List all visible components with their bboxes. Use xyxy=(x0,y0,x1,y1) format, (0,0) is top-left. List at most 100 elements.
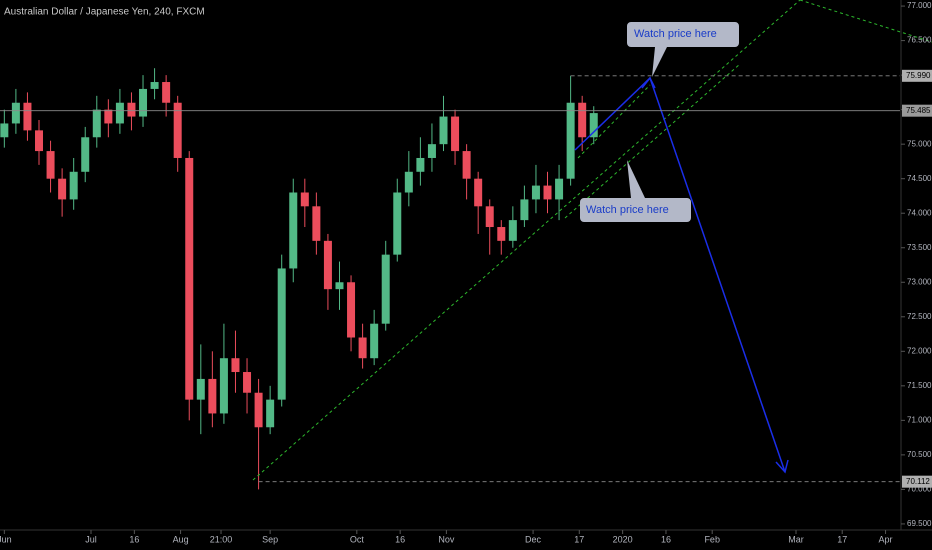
y-tick-label: 73.500 xyxy=(907,243,932,252)
x-tick-label: 16 xyxy=(129,534,139,544)
price-label-bg xyxy=(902,104,932,117)
candle-body xyxy=(312,206,321,241)
x-tick-label: 16 xyxy=(661,534,671,544)
chart-title: Australian Dollar / Japanese Yen, 240, F… xyxy=(4,7,205,18)
arrow-head xyxy=(641,76,656,89)
candle-body xyxy=(323,240,332,290)
y-tick-label: 77.000 xyxy=(907,1,932,10)
candle-body xyxy=(555,178,564,200)
y-tick-label: 74.500 xyxy=(907,174,932,183)
y-tick-label: 73.000 xyxy=(907,277,932,286)
candle-body xyxy=(531,185,540,200)
x-tick-label: Jun xyxy=(0,534,12,544)
candle-body xyxy=(520,199,529,221)
trend-line xyxy=(564,63,741,219)
x-tick-label: Nov xyxy=(438,534,455,544)
y-tick-label: 71.000 xyxy=(907,415,932,424)
y-tick-label: 70.500 xyxy=(907,450,932,459)
candle-body xyxy=(219,358,228,414)
candle-body xyxy=(243,372,252,393)
annotation: Watch price here xyxy=(634,28,717,40)
candle-body xyxy=(289,192,298,269)
trend-line xyxy=(252,0,801,481)
plot xyxy=(0,68,598,490)
candle-body xyxy=(69,171,78,200)
candle-body xyxy=(127,102,136,117)
candle-body xyxy=(23,102,32,131)
candle-body xyxy=(300,192,309,207)
candle-body xyxy=(439,116,448,145)
x-tick-label: 17 xyxy=(574,534,584,544)
candle-body xyxy=(162,82,171,103)
candle-body xyxy=(11,102,20,124)
price-label: 70.112 xyxy=(906,477,930,486)
price-label-bg xyxy=(902,475,932,488)
y-tick-label: 72.000 xyxy=(907,346,932,355)
candle-body xyxy=(92,109,101,138)
callout xyxy=(580,160,691,222)
candle-body xyxy=(58,178,67,200)
candle-body xyxy=(462,151,471,179)
trend-line xyxy=(577,84,651,159)
candle-body xyxy=(35,130,44,152)
x-tick-label: Jul xyxy=(85,534,97,544)
candle-body xyxy=(277,268,286,400)
x-tick-label: Aug xyxy=(173,534,189,544)
callout xyxy=(627,22,739,77)
price-label: 75.485 xyxy=(906,106,931,115)
x-tick-label: 2020 xyxy=(613,534,633,544)
candle-body xyxy=(173,102,182,158)
candle-body xyxy=(370,323,379,359)
arrow-head xyxy=(775,459,789,474)
candle-body xyxy=(196,378,205,400)
candle-body xyxy=(451,116,460,152)
candle-body xyxy=(0,123,9,138)
candle-body xyxy=(416,157,425,172)
x-tick-label: Feb xyxy=(704,534,720,544)
candle-body xyxy=(231,358,240,373)
x-tick-label: Sep xyxy=(262,534,278,544)
y-tick-label: 69.500 xyxy=(907,519,932,528)
candle-body xyxy=(150,82,159,89)
price-label: 75.990 xyxy=(906,71,931,80)
candle-body xyxy=(104,109,113,124)
candle-body xyxy=(208,378,217,414)
candle-body xyxy=(381,254,390,324)
x-tick-label: Oct xyxy=(350,534,365,544)
candle-body xyxy=(566,102,575,179)
y-tick-label: 76.500 xyxy=(907,36,932,45)
price-label-bg xyxy=(902,69,932,82)
x-tick-label: 17 xyxy=(837,534,847,544)
y-tick-label: 75.000 xyxy=(907,139,932,148)
candle-body xyxy=(497,227,506,241)
candle-body xyxy=(46,151,55,179)
y-tick-label: 74.000 xyxy=(907,208,932,217)
x-tick-label: Mar xyxy=(788,534,804,544)
candle-body xyxy=(508,220,517,241)
candle-body xyxy=(335,282,344,290)
y-tick-label: 70.000 xyxy=(907,485,932,494)
candle-body xyxy=(485,206,494,228)
candle-body xyxy=(139,88,148,117)
x-tick-label: 16 xyxy=(395,534,405,544)
x-tick-label: Apr xyxy=(879,534,893,544)
y-tick-label: 71.500 xyxy=(907,381,932,390)
candle-body xyxy=(578,102,587,138)
candle-body xyxy=(185,157,194,400)
candle-body xyxy=(81,137,90,172)
y-tick-label: 72.500 xyxy=(907,312,932,321)
x-tick-label: 21:00 xyxy=(210,534,233,544)
trend-line xyxy=(799,0,932,43)
candle-body xyxy=(115,102,124,124)
candle-body xyxy=(393,192,402,255)
candle-body xyxy=(347,282,356,338)
candle-body xyxy=(543,185,552,200)
x-tick-label: Dec xyxy=(525,534,542,544)
annotation: Watch price here xyxy=(586,204,669,216)
candle-body xyxy=(427,144,436,158)
candle-body xyxy=(404,171,413,193)
candle-body xyxy=(254,392,263,428)
candle-body xyxy=(589,113,598,138)
